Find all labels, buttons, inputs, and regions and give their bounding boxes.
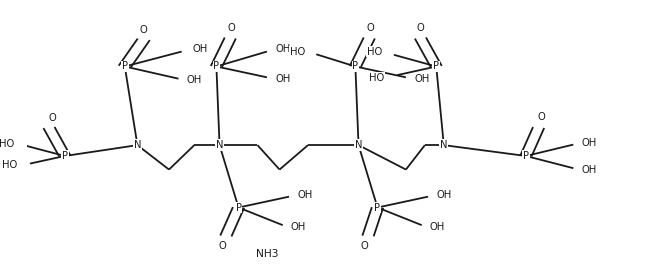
Text: O: O bbox=[219, 241, 226, 251]
Text: OH: OH bbox=[275, 74, 290, 84]
Text: N: N bbox=[216, 140, 223, 150]
Text: P: P bbox=[62, 151, 68, 161]
Text: P: P bbox=[213, 61, 219, 72]
Text: N: N bbox=[355, 140, 362, 150]
Text: HO: HO bbox=[0, 139, 15, 149]
Text: P: P bbox=[236, 202, 242, 213]
Text: HO: HO bbox=[2, 161, 17, 170]
Text: N: N bbox=[134, 140, 141, 150]
Text: HO: HO bbox=[290, 47, 305, 56]
Text: O: O bbox=[416, 23, 424, 33]
Text: NH3: NH3 bbox=[255, 249, 278, 259]
Text: HO: HO bbox=[367, 47, 383, 56]
Text: OH: OH bbox=[187, 75, 202, 85]
Text: N: N bbox=[440, 140, 447, 150]
Text: OH: OH bbox=[414, 74, 430, 84]
Text: P: P bbox=[352, 61, 358, 72]
Text: OH: OH bbox=[436, 190, 451, 200]
Text: O: O bbox=[367, 23, 374, 33]
Text: P: P bbox=[523, 151, 529, 161]
Text: HO: HO bbox=[369, 73, 384, 83]
Text: O: O bbox=[140, 25, 148, 35]
Text: P: P bbox=[433, 61, 440, 72]
Text: OH: OH bbox=[581, 138, 597, 148]
Text: O: O bbox=[361, 241, 369, 251]
Text: O: O bbox=[538, 112, 546, 122]
Text: O: O bbox=[228, 23, 236, 33]
Text: OH: OH bbox=[291, 222, 306, 232]
Text: OH: OH bbox=[430, 222, 445, 232]
Text: OH: OH bbox=[297, 190, 312, 200]
Text: P: P bbox=[374, 202, 380, 213]
Text: P: P bbox=[122, 61, 128, 72]
Text: OH: OH bbox=[581, 165, 597, 175]
Text: O: O bbox=[48, 113, 56, 123]
Text: OH: OH bbox=[275, 44, 290, 54]
Text: OH: OH bbox=[193, 44, 208, 54]
